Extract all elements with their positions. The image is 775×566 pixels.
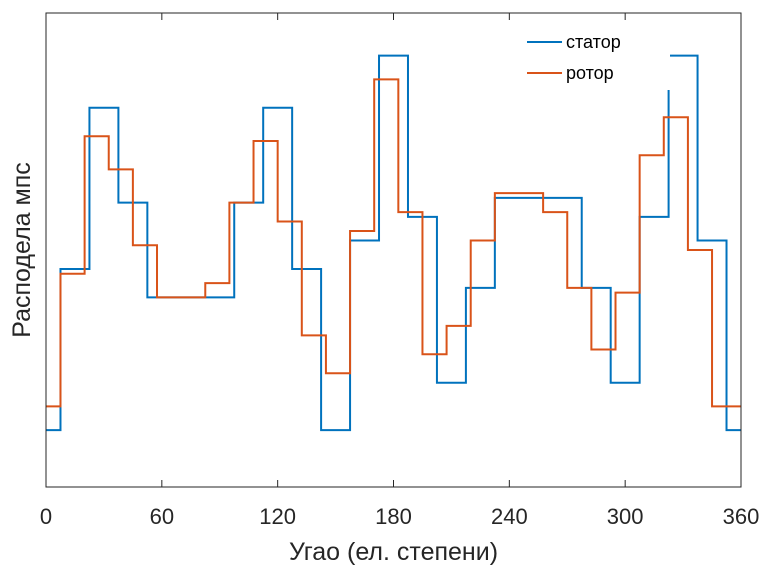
x-tick-label: 0 bbox=[40, 504, 52, 529]
legend-label-stator: статор bbox=[566, 32, 621, 52]
legend-box bbox=[520, 24, 670, 90]
legend-label-rotor: ротор bbox=[566, 63, 614, 83]
plot-area bbox=[46, 13, 741, 487]
x-tick-label: 240 bbox=[491, 504, 528, 529]
x-tick-label: 120 bbox=[259, 504, 296, 529]
x-axis-title: Угао (ел. степени) bbox=[289, 538, 498, 566]
series-line-0 bbox=[46, 54, 741, 432]
series-line-1 bbox=[46, 78, 741, 408]
y-axis-title: Расподела мпс bbox=[8, 162, 36, 337]
legend: статор ротор bbox=[520, 24, 670, 90]
x-tick-label: 60 bbox=[150, 504, 174, 529]
x-axis-ticks: 0 60 120 180 240 300 360 bbox=[40, 13, 759, 529]
series-layer bbox=[46, 54, 741, 432]
x-tick-label: 300 bbox=[607, 504, 644, 529]
x-tick-label: 360 bbox=[723, 504, 760, 529]
x-tick-label: 180 bbox=[375, 504, 412, 529]
